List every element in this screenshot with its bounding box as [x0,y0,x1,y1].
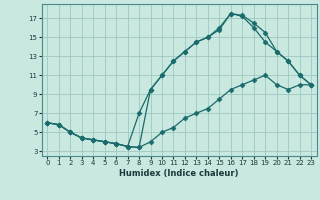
X-axis label: Humidex (Indice chaleur): Humidex (Indice chaleur) [119,169,239,178]
